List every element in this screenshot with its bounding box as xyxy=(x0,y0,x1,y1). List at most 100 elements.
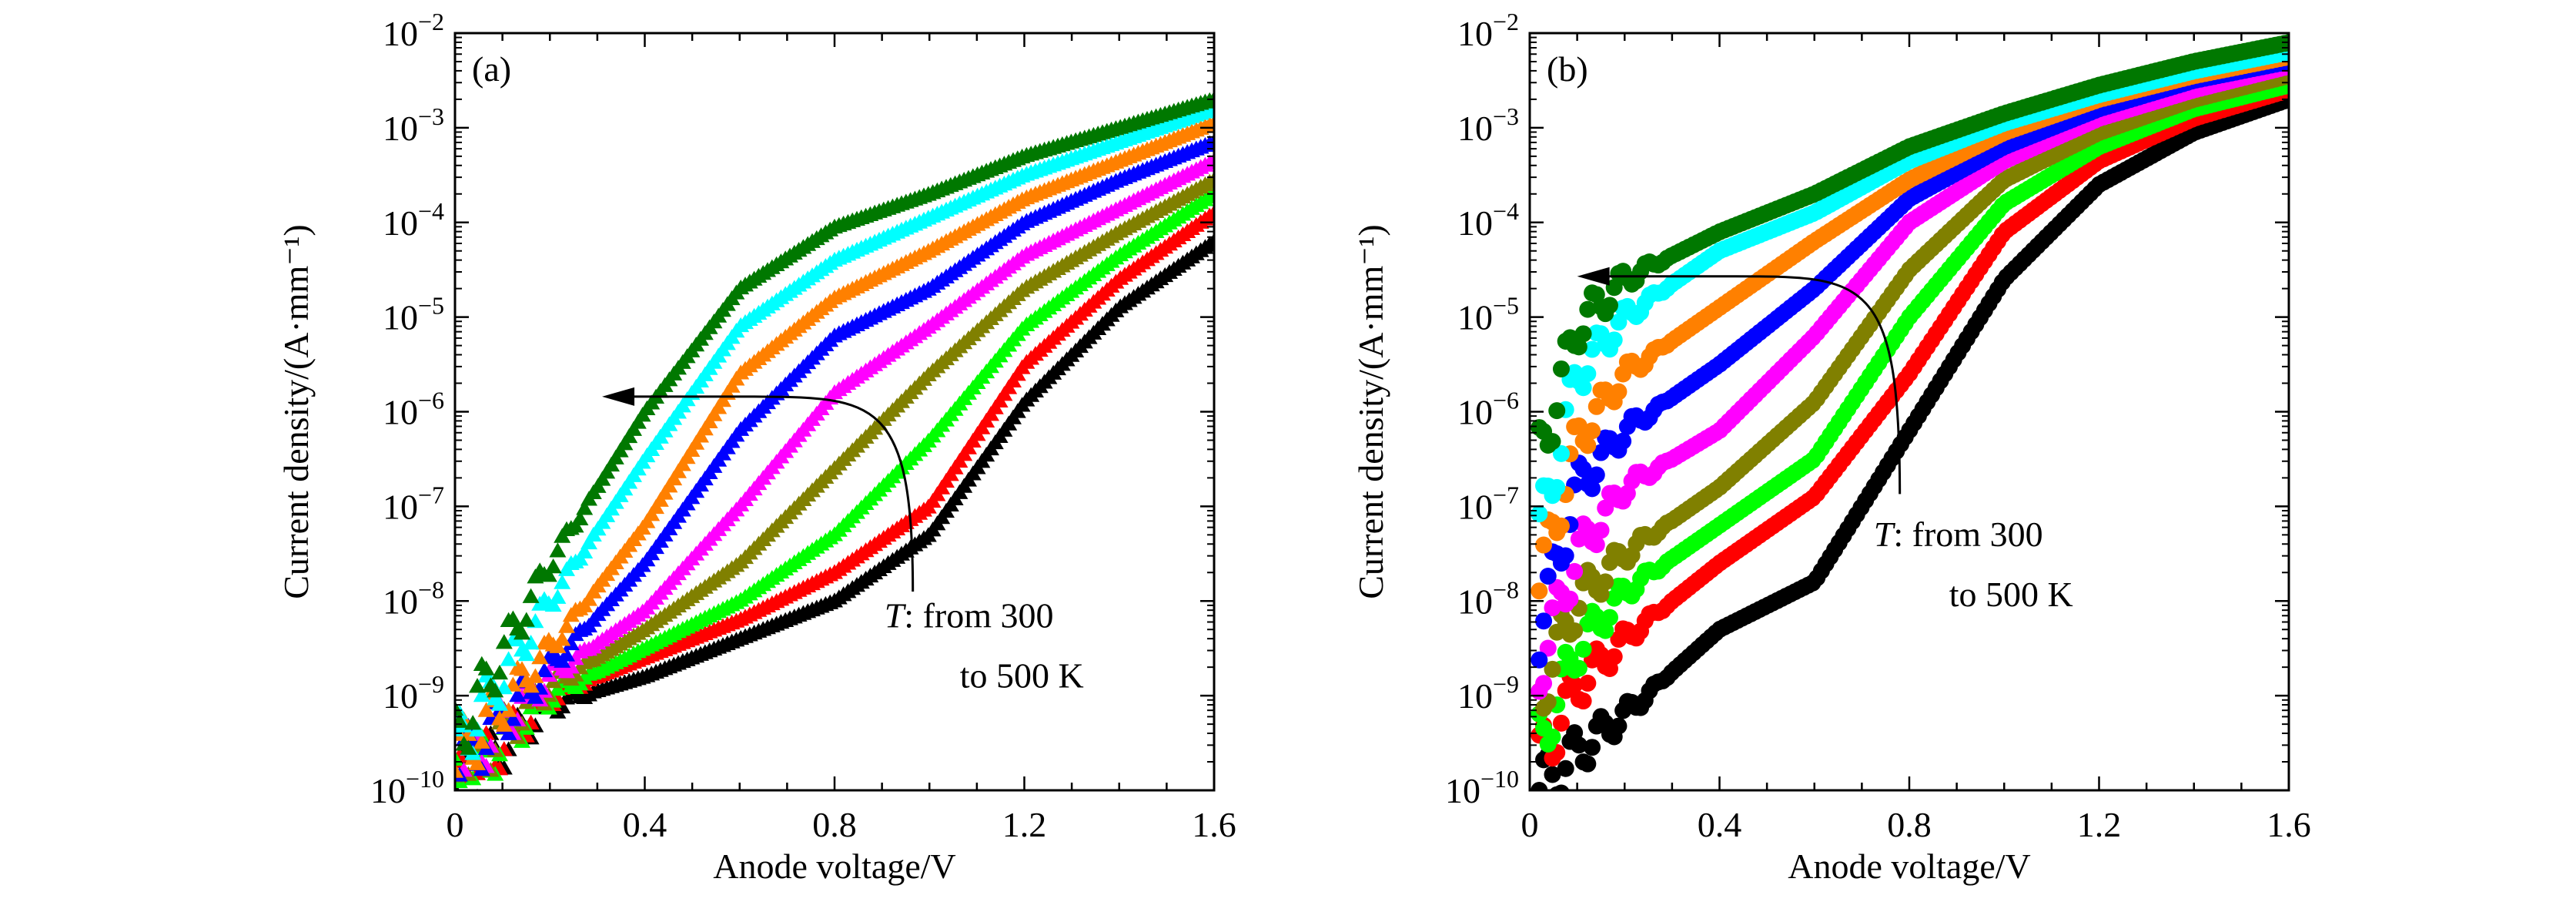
y-tick-exponent: −6 xyxy=(418,387,444,414)
data-point xyxy=(576,500,594,515)
data-point xyxy=(580,534,597,550)
y-tick-base: 10 xyxy=(383,393,418,432)
data-point xyxy=(1587,397,1605,415)
y-tick-base: 10 xyxy=(383,298,418,337)
data-point xyxy=(495,634,513,649)
data-point xyxy=(1587,536,1605,554)
data-point xyxy=(1601,297,1618,314)
y-tick-base: 10 xyxy=(1445,771,1480,810)
data-point xyxy=(1544,728,1561,746)
panel-label: (b) xyxy=(1547,49,1588,89)
data-point xyxy=(464,715,482,730)
y-tick-base: 10 xyxy=(1457,582,1493,621)
data-point xyxy=(549,588,567,604)
y-tick-exponent: −9 xyxy=(418,670,444,698)
data-point xyxy=(517,612,535,627)
y-tick-exponent: −7 xyxy=(418,481,444,508)
y-axis-label: Current density/(A·mm⁻¹) xyxy=(1351,224,1390,599)
data-point xyxy=(500,651,517,666)
data-point xyxy=(536,662,553,678)
data-point xyxy=(473,687,490,702)
data-point xyxy=(1605,279,1623,297)
y-tick-exponent: −6 xyxy=(1493,387,1519,414)
data-point xyxy=(1535,536,1553,554)
y-tick-label: 10−5 xyxy=(383,292,444,337)
annotation-T: T xyxy=(1874,515,1896,554)
x-tick-label: 1.6 xyxy=(2267,805,2311,844)
y-tick-exponent: −3 xyxy=(1493,102,1519,130)
y-tick-label: 10−10 xyxy=(370,765,444,810)
y-tick-label: 10−4 xyxy=(1457,197,1519,243)
y-tick-label: 10−3 xyxy=(383,102,444,148)
data-point xyxy=(527,689,544,704)
data-point xyxy=(1206,171,1214,186)
data-point xyxy=(1574,379,1592,397)
x-tick-label: 0 xyxy=(447,805,464,844)
panel-a: 0 0.4 0.8 1.2 1.610−210−310−410−510−610−710−… xyxy=(276,8,1236,886)
data-point xyxy=(1544,660,1561,678)
data-point xyxy=(1566,622,1584,639)
data-point xyxy=(469,755,486,770)
data-point xyxy=(1548,478,1566,496)
series-8 xyxy=(1531,34,2289,454)
data-point xyxy=(1614,432,1632,450)
y-tick-label: 10−10 xyxy=(1445,765,1519,810)
data-point xyxy=(1557,547,1574,565)
annotation-line-2: to 500 K xyxy=(960,656,1084,696)
data-point xyxy=(1570,736,1587,754)
data-point xyxy=(495,679,513,695)
data-point xyxy=(517,645,535,662)
y-tick-label: 10−8 xyxy=(383,575,444,621)
data-point xyxy=(576,543,594,559)
data-point xyxy=(1610,314,1628,331)
data-point xyxy=(1592,521,1610,539)
data-point xyxy=(1579,755,1597,773)
data-point xyxy=(1566,562,1584,580)
data-point xyxy=(451,790,468,805)
arrow-line xyxy=(1600,275,1902,495)
data-point xyxy=(531,649,549,665)
data-point xyxy=(580,591,597,606)
y-tick-exponent: −4 xyxy=(1493,197,1519,225)
data-point xyxy=(1579,674,1597,692)
data-point xyxy=(1574,325,1592,343)
y-tick-label: 10−2 xyxy=(1457,8,1519,53)
data-point xyxy=(1544,433,1561,451)
data-point xyxy=(1544,766,1561,783)
y-tick-label: 10−6 xyxy=(383,387,444,432)
y-tick-exponent: −3 xyxy=(418,102,444,130)
data-point xyxy=(1579,300,1597,318)
data-point xyxy=(1531,651,1548,669)
data-point xyxy=(1557,759,1574,777)
data-point xyxy=(464,792,481,806)
data-point xyxy=(487,682,504,698)
data-point xyxy=(527,668,544,683)
y-tick-exponent: −5 xyxy=(418,292,444,320)
x-tick-label: 1.2 xyxy=(1002,805,1047,844)
y-tick-base: 10 xyxy=(1457,393,1493,432)
x-tick-label: 1.2 xyxy=(2077,805,2122,844)
y-tick-base: 10 xyxy=(1457,487,1493,526)
y-tick-base: 10 xyxy=(383,582,418,621)
y-tick-label: 10−5 xyxy=(1457,292,1519,337)
x-axis-label: Anode voltage/V xyxy=(713,847,956,886)
data-point xyxy=(477,660,495,676)
data-point xyxy=(1579,520,1597,538)
y-tick-label: 10−9 xyxy=(1457,670,1519,716)
data-point xyxy=(562,635,580,651)
data-point xyxy=(1570,417,1587,434)
data-point xyxy=(544,596,562,612)
data-point xyxy=(1531,505,1548,523)
y-tick-base: 10 xyxy=(1457,676,1493,716)
x-tick-label: 0.8 xyxy=(812,805,857,844)
y-tick-base: 10 xyxy=(1457,14,1493,53)
arrow-head-icon xyxy=(602,387,635,406)
data-point xyxy=(477,702,495,717)
y-tick-label: 10−7 xyxy=(383,481,444,526)
data-point xyxy=(495,716,513,732)
data-point xyxy=(1531,582,1548,600)
data-point xyxy=(522,588,540,603)
data-point xyxy=(1592,444,1610,461)
y-tick-base: 10 xyxy=(1457,109,1493,148)
data-point xyxy=(549,680,567,696)
